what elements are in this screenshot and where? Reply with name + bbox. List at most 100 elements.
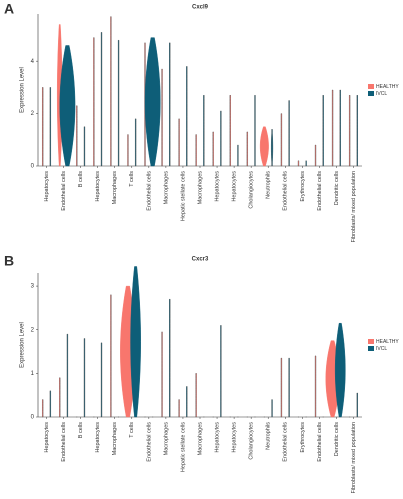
violin (356, 392, 358, 418)
x-tick-label: Macrophages (112, 422, 118, 456)
violin (186, 386, 188, 418)
x-tick-label: T cells (129, 422, 135, 438)
x-tick-label: Hepatocytes (44, 422, 50, 453)
violin (254, 95, 256, 167)
x-tick-label: Macrophages (163, 171, 169, 205)
legend-swatch (368, 346, 374, 351)
violin (280, 357, 283, 418)
x-tick-label: B cells (78, 171, 84, 187)
x-tick-label: Fibroblasts/ mixed population (351, 422, 357, 494)
panel-label: A (4, 1, 14, 17)
violin (229, 95, 231, 167)
x-tick-label: Fibroblasts/ mixed population (351, 171, 357, 243)
legend-swatch (368, 84, 374, 89)
violin (246, 131, 248, 167)
violin (186, 66, 188, 167)
violin (322, 95, 324, 167)
violin (100, 342, 103, 418)
x-tick-label: Endothelial cells (317, 422, 323, 462)
violin (161, 331, 163, 418)
x-tick-label: Hepatocytes (232, 171, 238, 202)
violin (334, 322, 346, 418)
violin (297, 160, 300, 167)
x-tick-label: Macrophages (197, 171, 203, 205)
violin (314, 144, 317, 167)
x-tick-label: Endothelial cells (61, 422, 67, 462)
x-tick-label: Hepatocytes (95, 171, 101, 202)
violin (169, 42, 171, 167)
violin (161, 68, 163, 167)
violin (49, 390, 52, 418)
violin (259, 126, 269, 167)
violin (130, 266, 141, 418)
violin (42, 87, 44, 167)
x-tick-label: Macrophages (163, 422, 169, 456)
y-tick-label: 2 (31, 111, 35, 117)
x-tick-label: Endothelial cells (283, 422, 289, 462)
violin (220, 110, 222, 167)
violin (288, 357, 290, 418)
x-tick-label: Endothelial cells (146, 422, 152, 462)
legend-label: IVCL (376, 91, 387, 97)
x-tick-label: Cholangiocytes (249, 422, 255, 460)
violin (59, 377, 61, 418)
y-tick-label: 0 (31, 164, 35, 170)
x-tick-label: Endothelial cells (317, 171, 323, 211)
x-tick-label: Erythrocytes (300, 171, 306, 202)
violin (356, 95, 358, 167)
violin (288, 100, 290, 167)
violin (59, 45, 76, 167)
y-tick-label: 3 (31, 284, 35, 290)
y-tick-label: 0 (31, 415, 35, 421)
x-tick-label: Neutrophils (266, 422, 272, 450)
y-tick-label: 4 (31, 59, 35, 65)
violin (66, 333, 69, 418)
violin (42, 399, 44, 418)
x-tick-label: Erythrocytes (300, 422, 306, 453)
violin (305, 160, 307, 167)
violin (195, 373, 197, 418)
x-tick-label: Hepatocytes (215, 422, 221, 453)
x-tick-label: Hepatocytes (44, 171, 50, 202)
violin (134, 118, 137, 167)
legend-label: HEALTHY (376, 339, 399, 345)
violin (76, 105, 78, 167)
legend-label: IVCL (376, 346, 387, 352)
violin (83, 126, 86, 167)
x-tick-label: Hepatocytes (215, 171, 221, 202)
violin (117, 40, 120, 167)
x-tick-label: Hepatic stellate cells (180, 422, 186, 472)
violin (220, 325, 222, 418)
x-tick-label: Hepatic stellate cells (180, 171, 186, 221)
violin (280, 113, 283, 167)
violin (110, 294, 112, 418)
x-tick-label: Hepatocytes (95, 422, 101, 453)
violin (237, 144, 239, 167)
x-tick-label: Macrophages (197, 422, 203, 456)
x-tick-label: Dendritic cells (334, 171, 340, 205)
violin (271, 399, 273, 418)
x-tick-label: B cells (78, 422, 84, 438)
x-tick-label: Dendritic cells (334, 422, 340, 456)
violin (144, 37, 161, 167)
violin (83, 338, 86, 418)
violin (93, 37, 95, 167)
x-tick-label: Endothelial cells (283, 171, 289, 211)
x-tick-label: Endothelial cells (146, 171, 152, 211)
violin (203, 95, 205, 167)
violin (348, 95, 351, 167)
x-tick-label: Endothelial cells (61, 171, 67, 211)
violin (49, 87, 52, 167)
violin (270, 129, 274, 167)
legend-label: HEALTHY (376, 84, 399, 90)
y-axis-label: Expression Level (20, 67, 26, 113)
x-tick-label: Neutrophils (266, 171, 272, 199)
x-tick-label: Macrophages (112, 171, 118, 205)
violin (195, 134, 197, 167)
violin (100, 32, 103, 167)
violin (212, 131, 214, 167)
violin (178, 399, 180, 418)
y-tick-label: 1 (31, 371, 35, 377)
x-tick-label: Hepatocytes (232, 422, 238, 453)
